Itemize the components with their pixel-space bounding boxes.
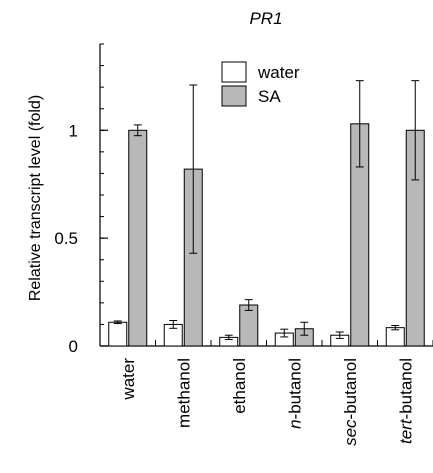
y-tick-label: 1 xyxy=(69,121,78,140)
x-tick-label: water xyxy=(119,358,138,401)
x-tick-label-text: -butanol xyxy=(396,358,415,419)
y-tick-label: 0.5 xyxy=(54,229,78,248)
x-tick-label: sec-butanol xyxy=(341,358,360,446)
bar-water xyxy=(385,327,405,347)
x-tick-label: n-butanol xyxy=(285,358,304,429)
legend-swatch-water xyxy=(221,61,247,83)
bar-sa xyxy=(128,129,148,347)
y-axis-title: Relative transcript level (fold) xyxy=(27,95,44,301)
bar-water xyxy=(108,321,128,347)
x-tick-label-italic: tert xyxy=(396,418,415,444)
legend: water SA xyxy=(221,61,300,107)
x-tick-label: methanol xyxy=(174,358,193,428)
legend-swatch-sa xyxy=(221,85,247,107)
x-tick-label-text: -butanol xyxy=(285,358,304,419)
x-tick-label-italic: sec xyxy=(341,419,360,446)
x-tick-label: tert-butanol xyxy=(396,358,415,444)
x-tick-label: ethanol xyxy=(230,358,249,414)
bars xyxy=(108,80,425,347)
y-tick-label: 0 xyxy=(69,337,78,356)
x-tick-label-text: methanol xyxy=(174,358,193,428)
legend-label: water xyxy=(257,63,300,82)
x-tick-label-text: ethanol xyxy=(230,358,249,414)
chart-title: PR1 xyxy=(249,9,282,28)
x-tick-label-text: water xyxy=(119,358,138,401)
x-tick-label-italic: n xyxy=(285,419,304,428)
legend-label: SA xyxy=(258,87,281,106)
bar-sa xyxy=(239,304,259,347)
x-tick-label-text: -butanol xyxy=(341,358,360,419)
